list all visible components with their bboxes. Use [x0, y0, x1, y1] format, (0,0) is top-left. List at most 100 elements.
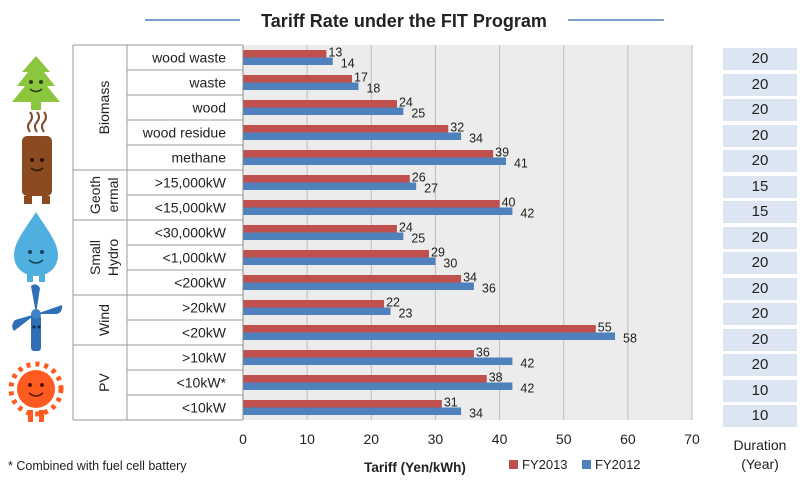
bar-fy2012	[243, 82, 359, 90]
duration-label-line2: (Year)	[741, 456, 779, 472]
data-label-fy2013: 24	[399, 221, 413, 235]
category-label: >10kW	[182, 350, 227, 366]
group-label: Wind	[96, 304, 112, 336]
category-label: >15,000kW	[155, 175, 227, 191]
data-label-fy2012: 36	[482, 282, 496, 296]
bar-fy2013	[243, 125, 449, 133]
data-label-fy2013: 13	[328, 46, 342, 60]
x-tick-label: 50	[556, 431, 572, 447]
bar-fy2013	[243, 50, 327, 58]
duration-cell: 20	[723, 277, 797, 300]
data-label-fy2012: 58	[623, 332, 637, 346]
data-label-fy2013: 34	[463, 271, 477, 285]
x-tick-label: 10	[299, 431, 315, 447]
group-label: Biomass	[96, 81, 112, 135]
bar-fy2013	[243, 250, 430, 258]
data-label-fy2012: 14	[341, 57, 355, 71]
data-label-fy2012: 41	[514, 157, 528, 171]
data-label-fy2012: 25	[411, 107, 425, 121]
duration-label: Duration (Year)	[718, 436, 800, 474]
duration-cell: 15	[723, 201, 797, 223]
bar-fy2013	[243, 325, 596, 333]
plot-area: 0 10 20 30 40 50 60 701314171824253234394126274…	[239, 45, 700, 447]
data-label-fy2013: 26	[412, 171, 426, 185]
bar-fy2013	[243, 225, 397, 233]
data-label-fy2012: 42	[520, 382, 534, 396]
x-tick-label: 70	[684, 431, 700, 447]
group-label: PV	[96, 373, 112, 392]
data-label-fy2013: 39	[495, 146, 509, 160]
x-tick-label: 40	[492, 431, 508, 447]
bar-fy2012	[243, 207, 513, 215]
duration-cell: 20	[723, 48, 797, 70]
bar-fy2012	[243, 307, 391, 315]
data-label-fy2013: 31	[444, 396, 458, 410]
bar-fy2012	[243, 57, 333, 65]
data-label-fy2012: 27	[424, 182, 438, 196]
bar-fy2012	[243, 157, 506, 165]
duration-cell: 20	[723, 328, 797, 351]
tree-mascot-icon	[12, 56, 60, 110]
energy-icons	[8, 56, 64, 422]
bar-fy2012	[243, 382, 513, 390]
x-tick-label: 30	[428, 431, 444, 447]
category-axis: Biomass Geoth ermal Small Hydro Wind PV wood wa…	[72, 44, 244, 421]
category-label: <20kW	[182, 325, 227, 341]
duration-cell: 20	[723, 73, 797, 96]
chart-title: Tariff Rate under the FIT Program	[261, 11, 547, 31]
data-label-fy2012: 42	[520, 207, 534, 221]
data-label-fy2012: 30	[443, 257, 457, 271]
legend: FY2013 FY2012	[509, 457, 641, 472]
x-tick-label: 20	[363, 431, 379, 447]
data-label-fy2012: 23	[399, 307, 413, 321]
bar-fy2012	[243, 182, 417, 190]
bar-fy2013	[243, 400, 442, 408]
bar-fy2013	[243, 375, 487, 383]
duration-cell: 20	[723, 124, 797, 147]
category-label: <30,000kW	[155, 225, 227, 241]
bar-fy2012	[243, 282, 474, 290]
category-label: methane	[172, 150, 227, 166]
bar-fy2012	[243, 357, 513, 365]
data-label-fy2013: 38	[489, 371, 503, 385]
bar-fy2013	[243, 350, 474, 358]
data-label-fy2012: 34	[469, 407, 483, 421]
water-drop-mascot-icon	[14, 212, 58, 282]
category-label: >20kW	[182, 300, 227, 316]
data-label-fy2012: 25	[411, 232, 425, 246]
category-label: <10kW*	[177, 375, 227, 391]
group-label: Geoth ermal	[87, 176, 121, 214]
group-label: Small Hydro	[87, 239, 121, 277]
legend-label-fy2012: FY2012	[595, 457, 641, 472]
data-label-fy2013: 17	[354, 71, 368, 85]
duration-cell: 20	[723, 354, 797, 376]
bar-fy2012	[243, 332, 616, 340]
category-label: <10kW	[182, 400, 227, 416]
bar-fy2012	[243, 132, 462, 140]
duration-label-line1: Duration	[733, 437, 787, 453]
category-label: <1,000kW	[163, 250, 227, 266]
bar-fy2013	[243, 150, 494, 158]
sun-mascot-icon	[8, 361, 64, 422]
duration-cell: 10	[723, 405, 797, 427]
bar-fy2013	[243, 200, 500, 208]
wind-turbine-mascot-icon	[12, 284, 63, 351]
duration-cell: 20	[723, 99, 797, 121]
data-label-fy2013: 32	[450, 121, 464, 135]
legend-swatch-fy2013	[509, 460, 518, 469]
bar-fy2013	[243, 75, 353, 83]
data-label-fy2013: 36	[476, 346, 490, 360]
bar-fy2012	[243, 232, 404, 240]
legend-label-fy2013: FY2013	[522, 457, 568, 472]
bar-fy2013	[243, 175, 410, 183]
duration-cell: 15	[723, 175, 797, 198]
duration-cell: 20	[723, 150, 797, 172]
duration-cell: 10	[723, 379, 797, 402]
category-label: waste	[188, 75, 226, 91]
data-label-fy2013: 22	[386, 296, 400, 310]
x-tick-label: 0	[239, 431, 247, 447]
category-label: wood residue	[142, 125, 226, 141]
category-label: <200kW	[174, 275, 227, 291]
